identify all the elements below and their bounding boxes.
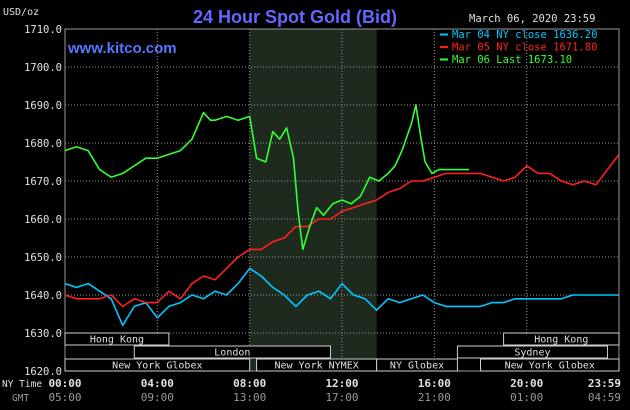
series-line (64, 104, 469, 251)
y-unit-label: USD/oz (3, 7, 39, 18)
ny-time-tick: 20:00 (510, 377, 543, 390)
session-label: Hong Kong (534, 335, 588, 346)
gmt-time-tick: 05:00 (48, 391, 81, 404)
y-tick-label: 1680.0 (24, 138, 62, 150)
legend-entry: Mar 04 NY close 1636.20 (452, 29, 597, 41)
session-box (376, 358, 458, 372)
series-line (64, 267, 619, 327)
y-tick-label: 1690.0 (24, 100, 62, 112)
nymex-shaded-band (249, 29, 377, 371)
ny-time-tick: 08:00 (233, 377, 266, 390)
session-label: New York NYMEX (274, 361, 358, 372)
gmt-label: GMT (12, 393, 29, 404)
y-tick-label: 1650.0 (24, 252, 62, 264)
session-label: Hong Kong (90, 335, 144, 346)
session-label: Sydney (514, 348, 550, 359)
session-box (64, 332, 170, 346)
gmt-time-tick: 17:00 (325, 391, 358, 404)
y-tick-label: 1630.0 (24, 328, 62, 340)
ny-time-tick: 04:00 (141, 377, 174, 390)
y-tick-label: 1620.0 (24, 366, 62, 378)
price-series (64, 104, 620, 327)
y-axis: 1620.0 1630.0 1640.0 1650.0 1660.0 1670.0 1680… (24, 24, 62, 378)
ny-time-label: NY Time (2, 379, 42, 390)
session-box (64, 358, 251, 372)
ny-time-tick: 12:00 (325, 377, 358, 390)
gmt-time-tick: 01:00 (510, 391, 543, 404)
session-box (480, 358, 620, 372)
market-sessions: Hong Kong Hong Kong London Sydney New York G… (64, 332, 620, 372)
y-tick-label: 1670.0 (24, 176, 62, 188)
y-tick-label: 1710.0 (24, 24, 62, 36)
session-label: New York Globex (112, 361, 202, 372)
ny-time-tick: 23:59 (588, 377, 621, 390)
legend-entry: Mar 06 Last 1673.10 (452, 54, 572, 66)
session-label: New York Globex (505, 361, 595, 372)
chart-date: March 06, 2020 23:59 (469, 13, 595, 25)
session-box (133, 345, 331, 359)
y-tick-label: 1640.0 (24, 290, 62, 302)
gmt-time-tick: 13:00 (233, 391, 266, 404)
watermark-link[interactable]: www.kitco.com (67, 40, 177, 57)
legend-entry: Mar 05 NY close 1671.80 (452, 42, 597, 54)
series-line (64, 153, 620, 308)
gmt-time-tick: 21:00 (418, 391, 451, 404)
ny-time-tick: 16:00 (418, 377, 451, 390)
y-tick-label: 1660.0 (24, 214, 62, 226)
session-box (503, 332, 620, 346)
chart-title: 24 Hour Spot Gold (Bid) (193, 7, 397, 27)
session-box (456, 345, 608, 359)
y-tick-label: 1700.0 (24, 62, 62, 74)
session-label: NY Globex (390, 361, 444, 372)
session-label: London (214, 348, 250, 359)
gmt-time-tick: 04:59 (588, 391, 621, 404)
ny-time-tick: 00:00 (48, 377, 81, 390)
gmt-time-tick: 09:00 (141, 391, 174, 404)
